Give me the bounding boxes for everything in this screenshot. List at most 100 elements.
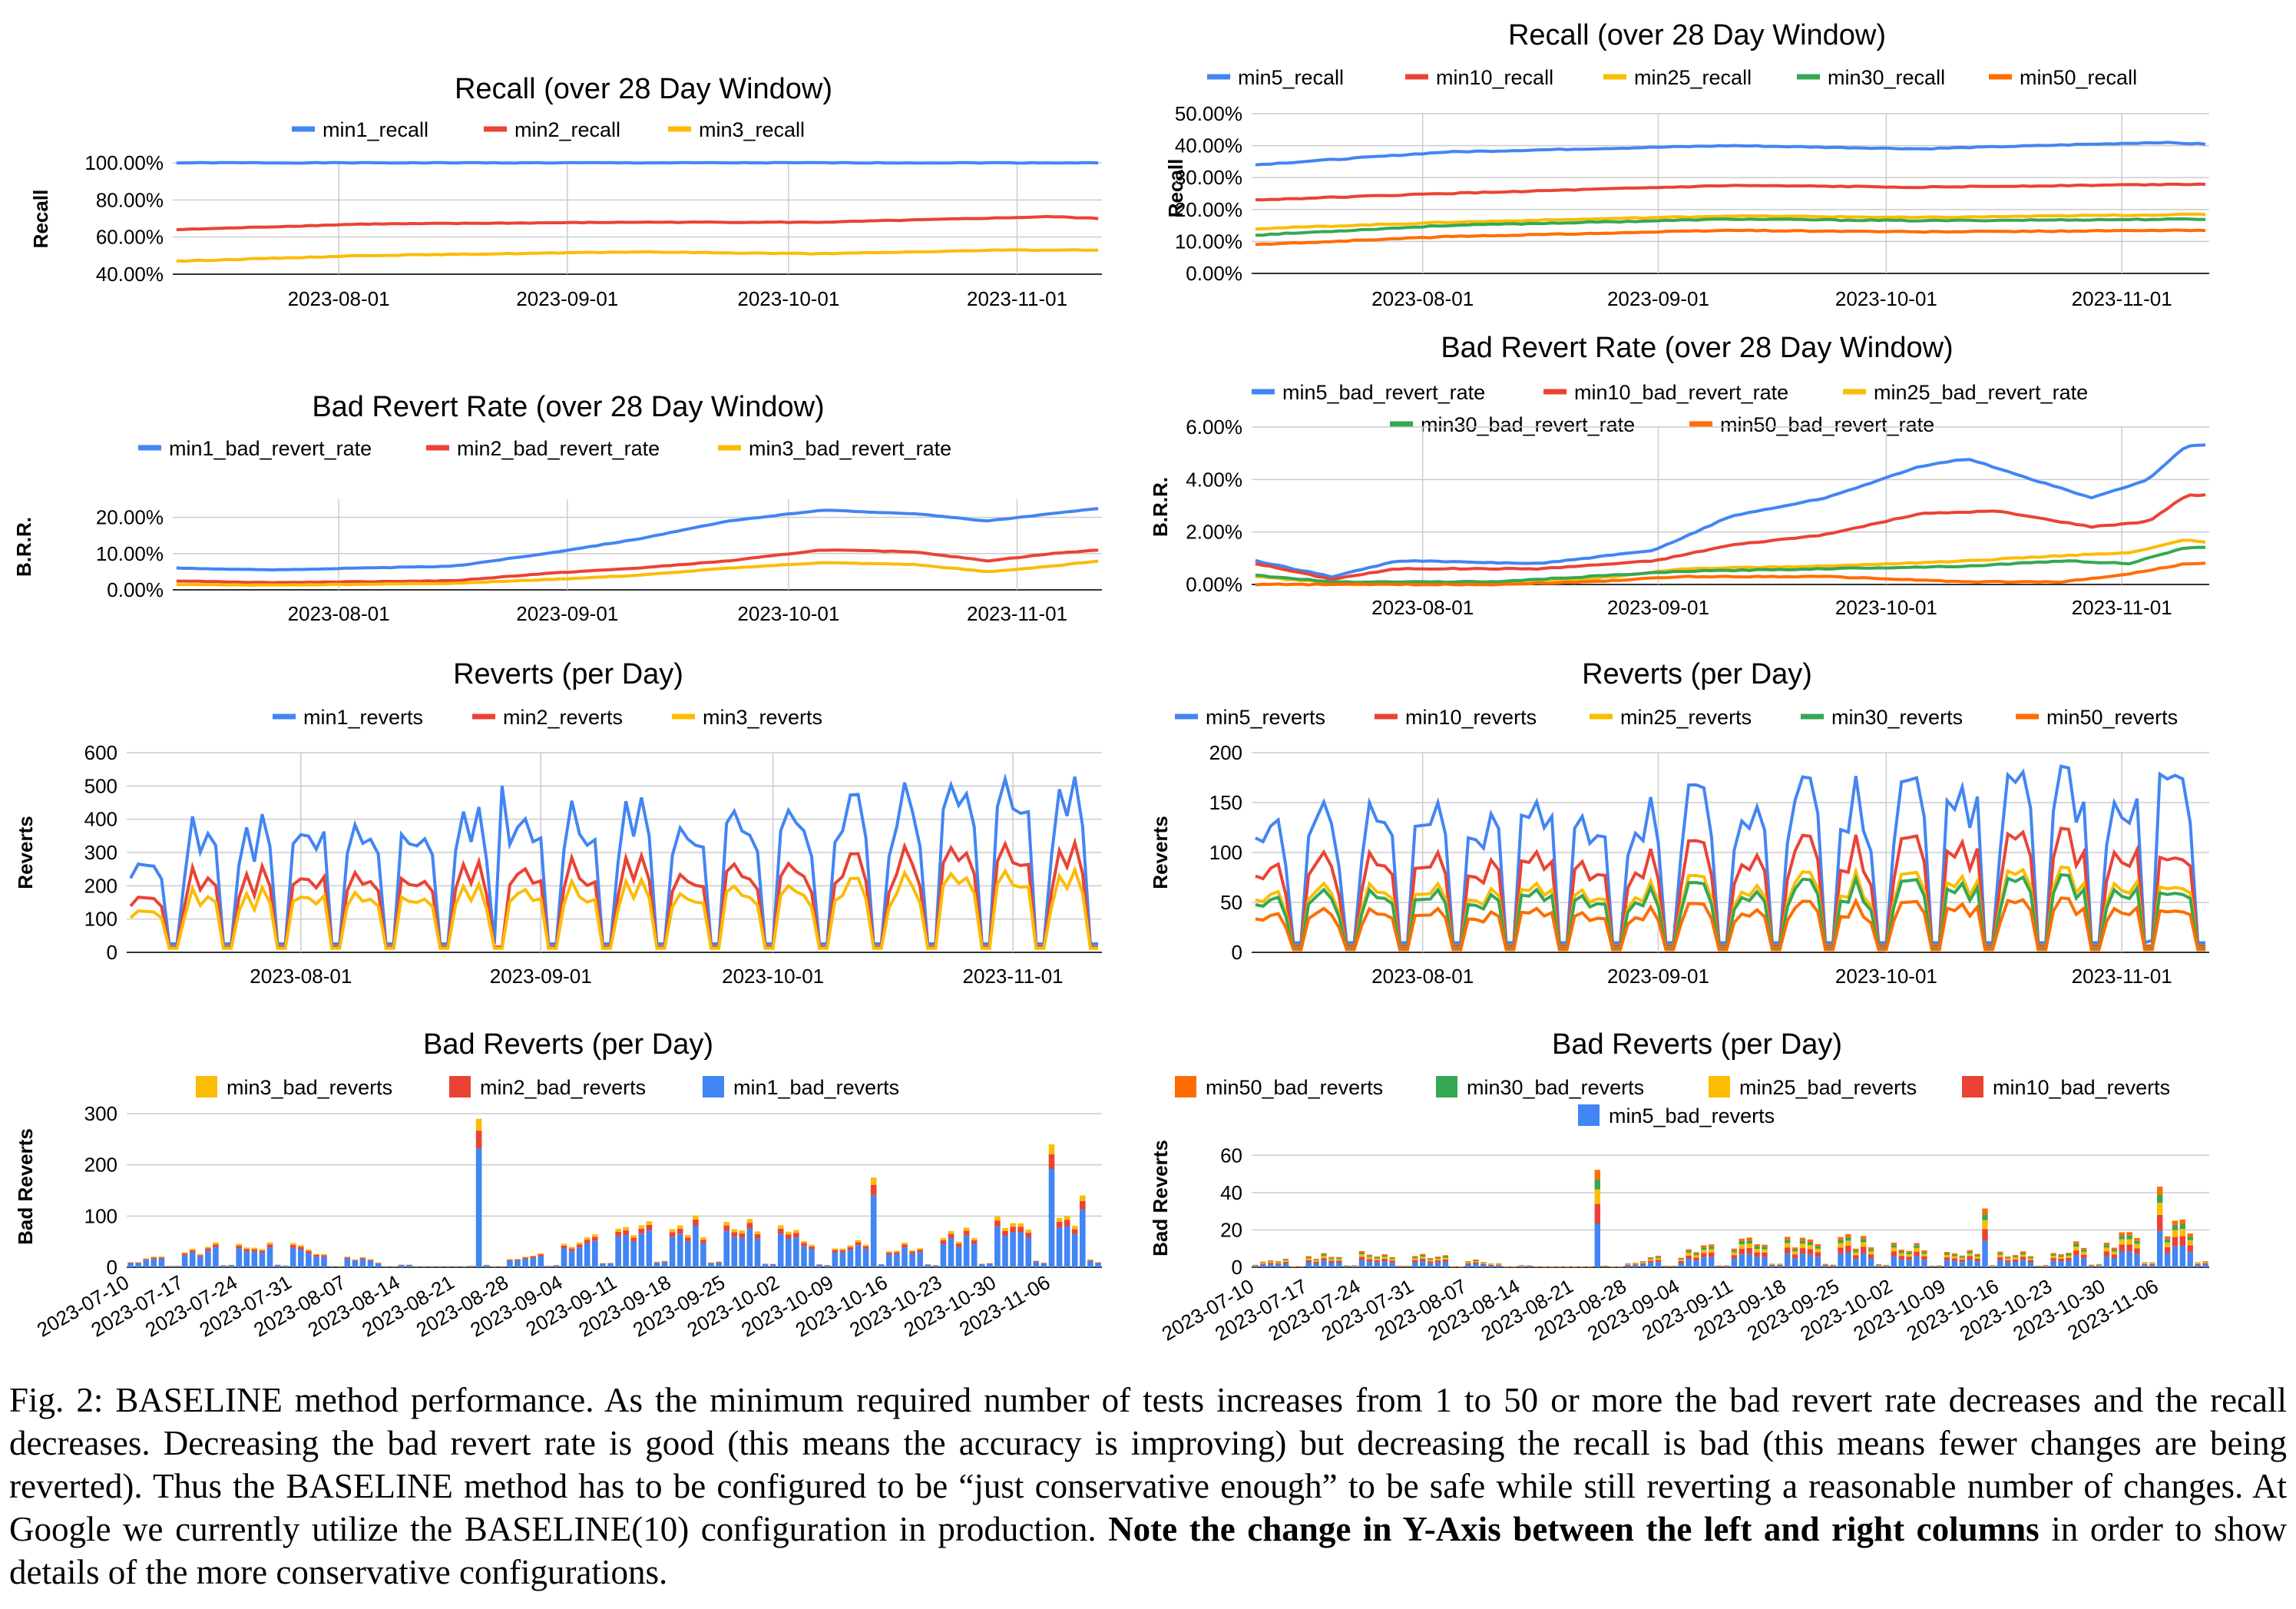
bar-segment <box>2020 1253 2026 1255</box>
bar-segment <box>762 1263 769 1264</box>
chart-5: Reverts (per Day) min5_reverts min10_rever… <box>1149 658 2209 988</box>
bar-segment <box>1861 1246 1867 1253</box>
bar-segment <box>1799 1240 1806 1244</box>
bar-segment <box>1450 1266 1456 1267</box>
bar-segment <box>685 1237 691 1242</box>
bar-segment <box>1997 1253 2003 1255</box>
bar-segment <box>2172 1237 2179 1246</box>
bar-segment <box>553 1265 560 1266</box>
bar-segment <box>1838 1243 1844 1248</box>
bar-segment <box>584 1240 591 1243</box>
bar-segment <box>1313 1259 1319 1260</box>
bar-segment <box>855 1245 862 1267</box>
bar-segment <box>336 1266 342 1267</box>
bar-segment <box>1951 1256 1958 1259</box>
bar-segment <box>1064 1220 1070 1227</box>
bar-segment <box>2020 1254 2026 1257</box>
bar-segment <box>236 1246 242 1249</box>
bar-segment <box>1298 1266 1304 1267</box>
bar-segment <box>2157 1187 2163 1195</box>
bar-segment <box>329 1266 335 1267</box>
bar-segment <box>189 1249 196 1250</box>
bar-segment <box>1875 1264 1882 1266</box>
bar-segment <box>987 1263 993 1264</box>
bar-segment <box>1709 1256 1715 1267</box>
bar-segment <box>1336 1259 1342 1261</box>
bar-segment <box>1731 1259 1738 1267</box>
bar-segment <box>592 1240 598 1267</box>
bar-segment <box>1883 1265 1890 1266</box>
bar-segment <box>2149 1263 2155 1264</box>
bar-segment <box>1891 1256 1897 1267</box>
bar-segment <box>1997 1254 2003 1257</box>
bar-segment <box>746 1223 753 1229</box>
bar-segment <box>824 1265 830 1266</box>
bar-segment <box>2005 1260 2011 1263</box>
bar-segment <box>1268 1261 1274 1263</box>
x-tick-label: 2023-10-01 <box>1835 965 1937 988</box>
bar-segment <box>2103 1247 2110 1252</box>
bar-segment <box>1420 1261 1426 1267</box>
bar-segment <box>298 1250 304 1267</box>
y-tick-label: 150 <box>1209 791 1242 814</box>
bar-segment <box>2088 1264 2095 1266</box>
bar-segment <box>1048 1144 1055 1154</box>
bar-segment <box>1640 1264 1646 1267</box>
bar-segment <box>1769 1265 1775 1267</box>
bar-segment <box>2202 1264 2208 1267</box>
bar-segment <box>1465 1261 1471 1262</box>
bar-segment <box>422 1266 428 1267</box>
bar-segment <box>1480 1263 1487 1264</box>
bar-segment <box>1268 1260 1274 1261</box>
bar-segment <box>1321 1253 1327 1255</box>
bar-segment <box>932 1265 939 1266</box>
x-tick-label: 2023-08-01 <box>288 602 390 625</box>
bar-segment <box>1967 1256 1973 1260</box>
bar-segment <box>832 1250 839 1253</box>
bar-segment <box>1017 1223 1024 1227</box>
legend-label: min1_bad_reverts <box>733 1076 899 1099</box>
bar-segment <box>1944 1255 1950 1258</box>
bar-segment <box>2005 1258 2011 1260</box>
bar-segment <box>1366 1259 1373 1262</box>
y-tick-label: 200 <box>84 1154 117 1177</box>
bar-segment <box>189 1252 196 1267</box>
bar-segment <box>2096 1266 2102 1267</box>
bar-segment <box>1746 1247 1752 1254</box>
bar-segment <box>1305 1256 1312 1257</box>
series-line-min30_bad_revert_rate <box>1255 545 2206 584</box>
bar-segment <box>653 1263 660 1267</box>
bar-segment <box>839 1250 846 1253</box>
y-axis-label: Bad Reverts <box>14 1128 37 1245</box>
bar-segment <box>2164 1239 2171 1243</box>
y-tick-label: 20 <box>1220 1218 1242 1241</box>
bar-segment <box>623 1235 629 1267</box>
bar-segment <box>1686 1259 1692 1267</box>
bar-segment <box>2096 1265 2102 1266</box>
series-line-min50_bad_revert_rate <box>1255 561 2206 587</box>
bar-segment <box>1366 1261 1373 1267</box>
bar-segment <box>2142 1265 2148 1267</box>
bar-segment <box>568 1248 575 1251</box>
bar-segment <box>731 1237 738 1267</box>
bar-segment <box>1785 1237 1791 1240</box>
bar-segment <box>1260 1261 1266 1263</box>
y-tick-label: 20.00% <box>1175 198 1242 221</box>
bar-segment <box>1662 1266 1669 1267</box>
bar-segment <box>839 1248 846 1250</box>
bar-segment <box>1929 1266 1935 1267</box>
bar-segment <box>1967 1260 1973 1267</box>
bar-segment <box>2066 1254 2072 1256</box>
bar-segment <box>1769 1265 1775 1266</box>
bar-segment <box>399 1265 405 1267</box>
bar-segment <box>1944 1260 1950 1267</box>
bar-segment <box>399 1264 405 1265</box>
bar-segment <box>1754 1252 1760 1257</box>
y-tick-label: 0.00% <box>107 578 164 601</box>
bar-segment <box>1321 1254 1327 1256</box>
bar-segment <box>1875 1266 1882 1267</box>
bar-segment <box>1815 1246 1821 1249</box>
bar-segment <box>1268 1263 1274 1264</box>
legend-label: min3_bad_reverts <box>227 1076 392 1099</box>
bar-segment <box>1838 1237 1844 1240</box>
